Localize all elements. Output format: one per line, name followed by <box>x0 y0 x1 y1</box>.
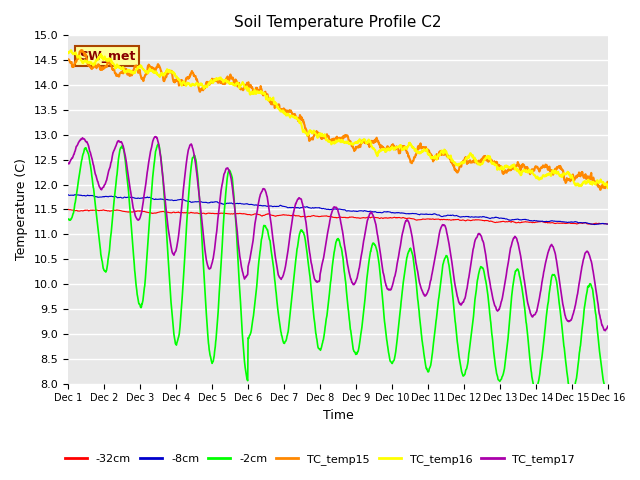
X-axis label: Time: Time <box>323 409 353 422</box>
Legend: -32cm, -8cm, -2cm, TC_temp15, TC_temp16, TC_temp17: -32cm, -8cm, -2cm, TC_temp15, TC_temp16,… <box>60 450 580 469</box>
Text: SW_met: SW_met <box>79 50 135 63</box>
Y-axis label: Temperature (C): Temperature (C) <box>15 158 28 260</box>
Title: Soil Temperature Profile C2: Soil Temperature Profile C2 <box>234 15 442 30</box>
